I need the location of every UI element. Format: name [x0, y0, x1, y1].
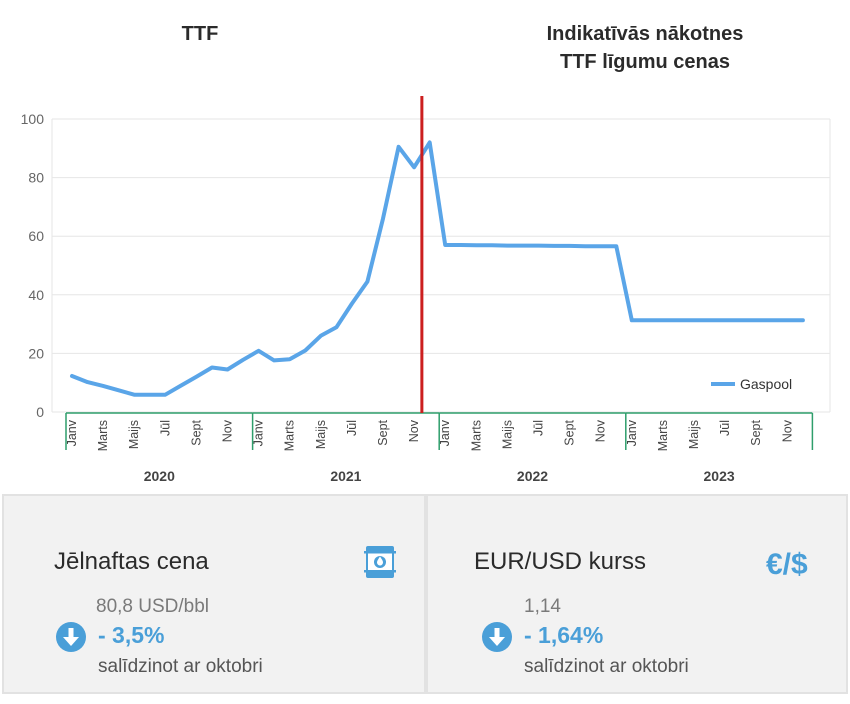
month-tick-label: Maijs	[127, 420, 141, 449]
month-tick-label: Maijs	[687, 420, 701, 449]
series-line-gaspool	[70, 140, 805, 397]
month-tick-label: Janv	[438, 419, 452, 446]
chart-svg: 0 20 40 60 80 100 2020 Janv Marts Maijs Jūl Sept Nov…	[21, 96, 831, 484]
eur-usd-card: EUR/USD kurss €/$ 1,14 - 1,64% salīdzino…	[426, 494, 848, 694]
month-tick-label: Sept	[563, 419, 577, 445]
fx-card-title: EUR/USD kurss	[474, 548, 647, 575]
y-tick-label: 20	[28, 345, 44, 361]
month-tick-label: Nov	[407, 419, 421, 442]
fx-rate-value: 1,14	[524, 596, 561, 617]
oil-price-change: - 3,5%	[98, 622, 165, 648]
y-tick-label: 80	[28, 170, 44, 186]
oil-price-value: 80,8 USD/bbl	[96, 596, 210, 617]
month-tick-label: Maijs	[314, 420, 328, 449]
y-tick-label: 0	[36, 404, 44, 420]
year-label: 2023	[704, 468, 735, 484]
oil-change-note: salīdzinot ar oktobri	[98, 656, 263, 677]
year-label: 2020	[144, 468, 175, 484]
oil-card-title: Jēlnaftas cena	[54, 548, 209, 575]
legend-label: Gaspool	[740, 376, 792, 392]
month-tick-label: Nov	[594, 419, 608, 442]
month-tick-label: Jūl	[158, 420, 172, 436]
month-tick-label: Jūl	[718, 420, 732, 436]
oil-barrel-icon	[364, 546, 396, 578]
month-tick-label: Sept	[189, 419, 203, 445]
month-tick-label: Maijs	[500, 420, 514, 449]
month-tick-label: Marts	[469, 420, 483, 451]
month-tick-label: Jūl	[345, 420, 359, 436]
month-tick-label: Janv	[65, 419, 79, 446]
currency-symbol-icon: €/$	[766, 548, 808, 581]
chart-title-right-line1: Indikatīvās nākotnes	[546, 23, 744, 45]
month-tick-label: Janv	[625, 419, 639, 446]
y-tick-label: 100	[21, 111, 45, 127]
ttf-chart: TTF Indikatīvās nākotnes TTF līgumu cena…	[21, 20, 831, 484]
year-label: 2021	[330, 468, 361, 484]
chart-title-left: TTF	[181, 23, 219, 45]
oil-price-card: Jēlnaftas cena 80,8 USD/bbl - 3,5% salīd…	[2, 494, 426, 694]
month-tick-label: Nov	[221, 419, 235, 442]
y-tick-label: 40	[28, 287, 44, 303]
arrow-down-icon	[482, 622, 512, 652]
month-tick-label: Marts	[283, 420, 297, 451]
year-label: 2022	[517, 468, 548, 484]
month-tick-label: Nov	[780, 419, 794, 442]
month-tick-label: Jūl	[532, 420, 546, 436]
month-tick-label: Sept	[749, 419, 763, 445]
arrow-down-icon	[56, 622, 86, 652]
month-tick-label: Janv	[252, 419, 266, 446]
month-tick-label: Sept	[376, 419, 390, 445]
chart-title-right-line2: TTF līgumu cenas	[559, 51, 731, 73]
chart-title-right: Indikatīvās nākotnes TTF līgumu cenas	[500, 20, 790, 76]
fx-rate-change: - 1,64%	[524, 622, 604, 648]
month-tick-label: Marts	[96, 420, 110, 451]
fx-change-note: salīdzinot ar oktobri	[524, 656, 689, 677]
month-tick-label: Marts	[656, 420, 670, 451]
y-tick-label: 60	[28, 228, 44, 244]
